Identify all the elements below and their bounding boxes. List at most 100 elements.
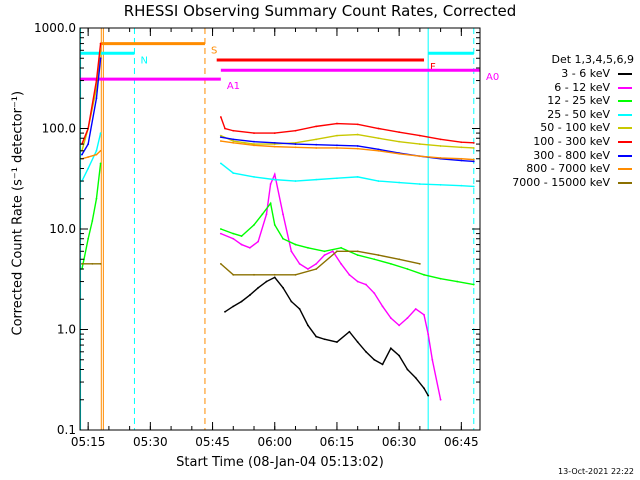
series-line-5-1 [220,116,474,144]
legend-title: Det 1,3,4,5,6,9 [551,53,634,66]
flag-label-3: A0 [486,72,499,83]
data-point-3-13 [398,181,401,184]
legend-item: 50 - 100 keV [470,121,634,134]
data-point-5-18 [472,141,475,144]
x-tick-label-2: 05:45 [195,435,230,449]
y-tick-label-1: 1.0 [57,323,76,337]
data-point-1-14 [331,250,334,253]
legend-swatch [618,73,632,75]
data-point-4-4 [219,134,222,137]
series-8 [81,250,421,276]
data-point-4-6 [253,143,255,145]
data-point-0-21 [406,368,409,371]
legend-swatch [618,127,632,130]
data-point-6-3 [99,57,102,60]
data-point-0-24 [427,394,430,397]
data-point-1-10 [298,262,301,265]
data-point-3-6 [253,175,255,178]
data-point-7-15 [439,156,442,159]
data-point-8-4 [232,273,235,276]
series-line-3-1 [220,162,474,188]
data-point-1-3 [248,246,251,249]
data-point-2-8 [240,235,243,237]
legend-item-label: 3 - 6 keV [561,67,610,80]
data-point-0-20 [398,354,401,357]
data-point-4-16 [460,146,463,149]
data-point-5-8 [273,132,276,134]
data-point-4-8 [294,141,297,144]
data-point-3-8 [294,180,297,182]
data-point-0-12 [323,338,326,341]
data-point-6-2 [95,97,98,100]
legend-item: 12 - 25 keV [470,94,634,107]
data-point-1-1 [232,237,235,240]
legend-item-label: 50 - 100 keV [540,121,610,135]
y-tick-label-3: 100.0 [42,122,76,136]
legend-item-label: 25 - 50 keV [547,107,610,121]
data-point-2-22 [423,273,425,276]
series-line-7-0 [81,150,102,160]
flag-label-4: A1 [227,81,240,92]
data-point-0-6 [273,276,276,279]
x-tick-label-6: 06:45 [444,435,479,449]
data-point-6-5 [232,138,235,141]
data-point-8-12 [398,258,401,261]
data-point-3-7 [273,178,276,181]
legend-item: 7000 - 15000 keV [470,176,634,189]
data-point-1-20 [381,305,384,308]
data-point-4-12 [377,137,380,140]
data-point-2-11 [269,202,272,205]
chart-title: RHESSI Observing Summary Count Rates, Co… [123,2,517,20]
data-point-2-13 [282,237,284,240]
data-point-6-17 [472,160,475,163]
series-line-7-1 [220,140,474,161]
data-point-5-5 [224,127,226,130]
data-point-8-0 [81,262,83,265]
legend-item-label: 12 - 25 keV [547,94,610,108]
data-point-2-18 [356,254,359,256]
data-point-3-10 [336,177,338,180]
data-point-3-5 [232,172,235,174]
data-point-7-10 [336,147,338,149]
data-point-6-9 [315,143,318,146]
data-point-1-27 [431,358,434,361]
data-point-5-13 [377,127,380,130]
data-point-7-13 [398,152,401,155]
data-point-0-15 [356,341,359,343]
data-point-7-8 [294,146,297,149]
data-point-0-7 [282,286,284,289]
data-point-1-4 [257,240,260,243]
data-point-1-18 [365,283,367,286]
data-point-1-12 [315,262,318,265]
data-point-7-12 [377,149,380,152]
data-point-0-11 [315,335,318,338]
y-tick-label-0: 0.1 [57,423,76,437]
data-point-1-0 [219,232,222,235]
data-point-0-16 [365,350,367,353]
data-point-2-17 [340,246,342,249]
legend-item-label: 6 - 12 keV [554,80,610,94]
legend-item-label: 100 - 300 keV [533,135,610,148]
legend-swatch [618,100,632,103]
data-point-2-20 [389,262,392,265]
data-point-3-14 [418,183,421,185]
data-point-2-14 [294,243,297,246]
data-point-5-10 [315,125,318,128]
data-point-3-9 [315,178,318,181]
data-point-7-1 [87,156,90,158]
data-point-8-5 [253,273,255,276]
data-point-1-26 [427,333,430,335]
series-line-6-1 [220,136,474,163]
data-point-1-17 [356,280,359,283]
data-point-3-15 [439,183,442,186]
data-point-1-15 [340,262,342,265]
data-point-8-10 [356,250,359,253]
data-point-5-14 [398,131,401,134]
data-point-1-23 [406,317,409,319]
data-point-1-21 [389,317,392,319]
data-point-0-14 [348,330,351,333]
series-line-2-1 [220,201,474,286]
data-point-0-5 [265,280,268,283]
legend-item-label: 7000 - 15000 keV [512,175,610,189]
legend-swatch [618,181,632,184]
